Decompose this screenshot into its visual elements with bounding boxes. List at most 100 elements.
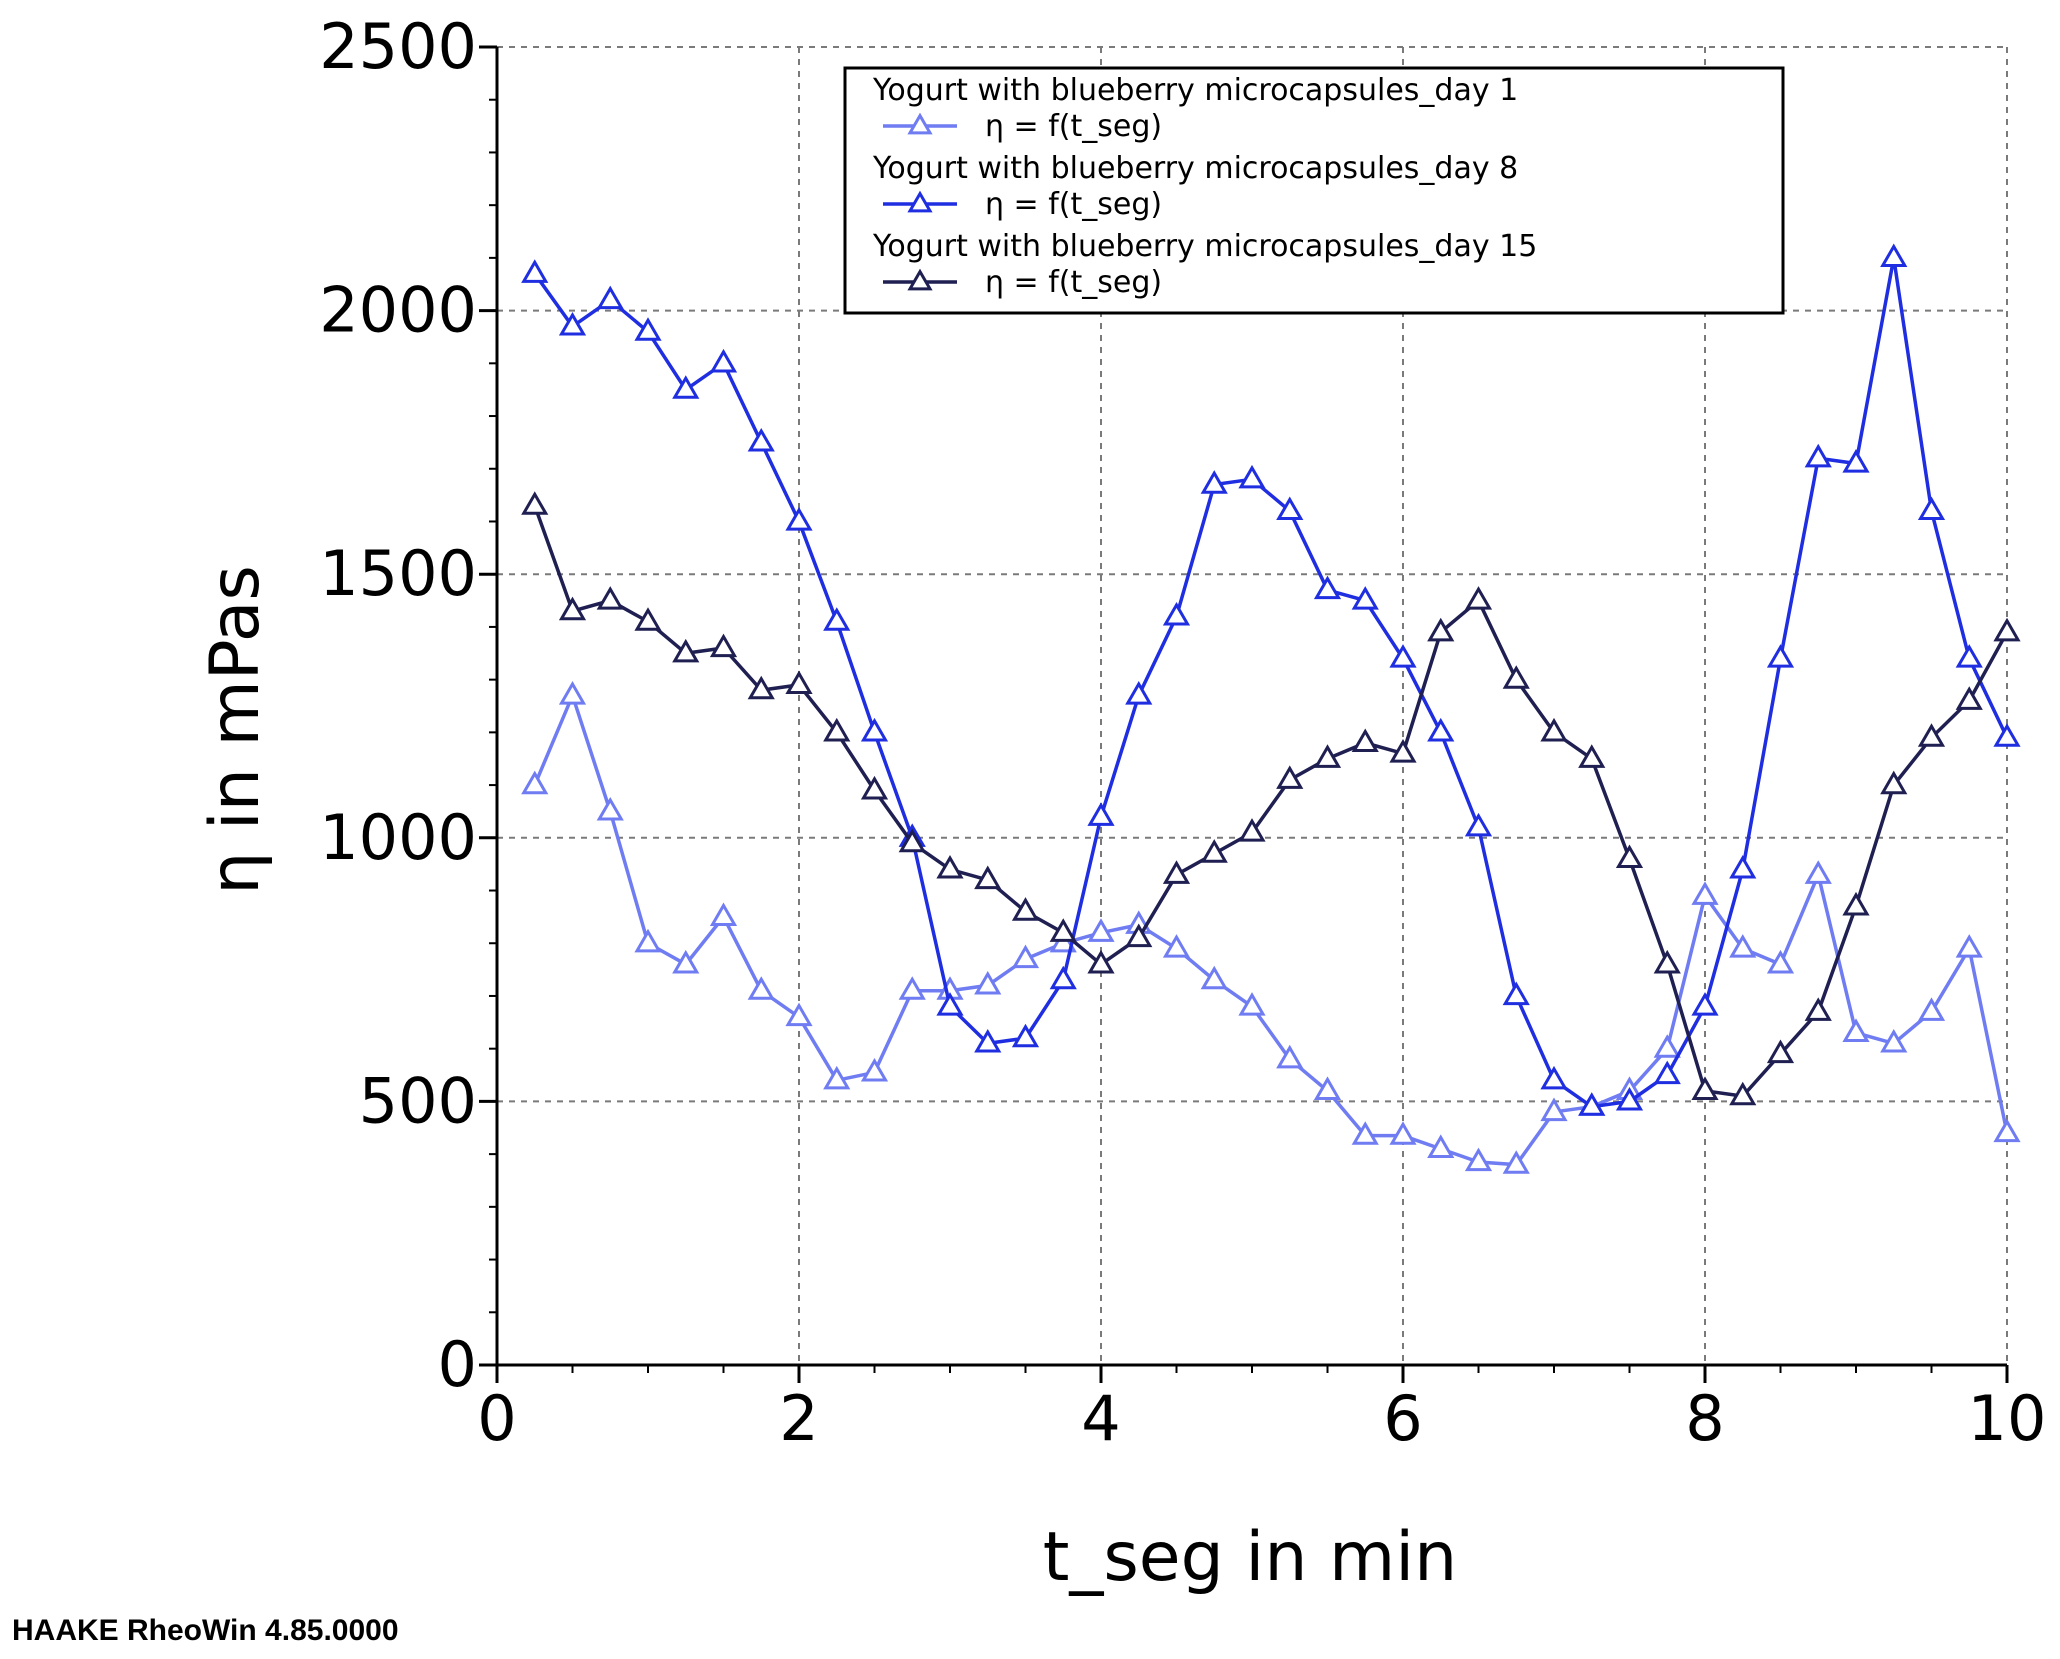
data-point (1880, 243, 1908, 268)
data-point (823, 1065, 851, 1090)
data-point (1125, 923, 1153, 948)
data-point (1011, 1023, 1040, 1048)
data-point (1464, 812, 1493, 837)
data-point (1313, 1076, 1342, 1100)
data-point (1427, 717, 1455, 742)
y-tick-label: 1000 (319, 801, 477, 874)
data-point (1955, 686, 1983, 710)
data-point (634, 607, 662, 631)
data-point (1276, 496, 1304, 521)
y-tick-label: 0 (438, 1328, 477, 1401)
data-point (1842, 449, 1870, 473)
data-point (1162, 934, 1191, 958)
legend-series-label: η = f(t_seg) (985, 109, 1162, 144)
data-point (1615, 1086, 1644, 1111)
data-point (1804, 860, 1832, 884)
data-point (898, 828, 926, 853)
data-point (936, 855, 964, 879)
x-tick-label: 0 (477, 1382, 516, 1455)
data-point (1162, 601, 1191, 626)
data-point (1049, 918, 1077, 942)
data-point (1351, 1121, 1379, 1145)
data-point (1276, 765, 1304, 789)
data-point (672, 949, 700, 974)
data-point (1955, 644, 1983, 668)
data-point (747, 976, 775, 1000)
data-point (1427, 617, 1455, 642)
data-point (1313, 744, 1342, 768)
x-tick-label: 6 (1383, 1382, 1422, 1455)
data-point (1993, 723, 2021, 747)
data-point (1313, 575, 1342, 600)
data-point (1917, 496, 1946, 521)
data-point (1766, 644, 1795, 668)
data-point (974, 1028, 1002, 1053)
data-point (823, 717, 851, 742)
data-point (1276, 1044, 1304, 1069)
legend-box (843, 66, 1785, 315)
data-point (596, 586, 624, 610)
data-point (1351, 586, 1379, 610)
x-tick-label: 4 (1081, 1382, 1120, 1455)
data-point (1427, 1134, 1455, 1158)
data-point (1917, 723, 1946, 747)
data-point (709, 348, 738, 373)
data-point (974, 865, 1002, 890)
data-point (634, 317, 662, 341)
data-point (1087, 802, 1115, 826)
series-line (533, 257, 2009, 1109)
data-point (1578, 744, 1606, 768)
legend-series-name: Yogurt with blueberry microcapsules_day … (872, 73, 1518, 108)
data-point (1464, 586, 1493, 610)
data-point (1653, 1060, 1681, 1085)
data-point (747, 675, 775, 700)
data-point (1880, 770, 1908, 795)
data-point (709, 633, 738, 658)
data-point (785, 670, 813, 695)
data-point (936, 992, 964, 1016)
data-point (521, 259, 549, 283)
data-point (1729, 1081, 1757, 1106)
series-line (533, 690, 2009, 1167)
x-tick-label: 8 (1685, 1382, 1724, 1455)
y-tick-label: 1500 (319, 537, 477, 610)
legend: Yogurt with blueberry microcapsules_day … (843, 66, 1785, 315)
data-point (974, 970, 1002, 995)
y-axis-title: η in mPas (196, 565, 275, 895)
data-point (1502, 981, 1530, 1006)
data-point (1087, 918, 1115, 942)
x-tick-label: 10 (1968, 1382, 2047, 1455)
series-2 (521, 243, 2021, 1116)
data-point (1125, 681, 1153, 705)
data-point (1729, 855, 1757, 879)
data-point (898, 976, 926, 1000)
series-layer (521, 243, 2021, 1174)
data-point (1049, 965, 1077, 990)
data-point (1540, 1065, 1568, 1090)
data-point (1238, 464, 1266, 489)
data-point (1880, 1028, 1908, 1053)
data-point (596, 797, 624, 821)
data-point (1993, 617, 2021, 642)
data-point (558, 311, 587, 336)
data-point (1502, 1150, 1530, 1174)
data-point (521, 491, 549, 515)
data-point (1804, 443, 1832, 468)
data-point (1540, 1097, 1568, 1122)
data-point (1766, 1039, 1795, 1064)
data-point (1200, 965, 1228, 990)
data-point (1540, 717, 1568, 742)
data-point (558, 596, 587, 621)
legend-series-label: η = f(t_seg) (985, 265, 1162, 300)
series-line (533, 505, 2009, 1098)
data-point (1955, 934, 1983, 958)
legend-marker (907, 112, 933, 135)
data-point (1389, 739, 1417, 763)
data-point (558, 681, 587, 705)
data-point (860, 1057, 889, 1082)
series-1 (521, 681, 2021, 1174)
x-axis-title: t_seg in min (1043, 1518, 1458, 1597)
data-point (1691, 1076, 1719, 1100)
data-point (1653, 949, 1681, 974)
